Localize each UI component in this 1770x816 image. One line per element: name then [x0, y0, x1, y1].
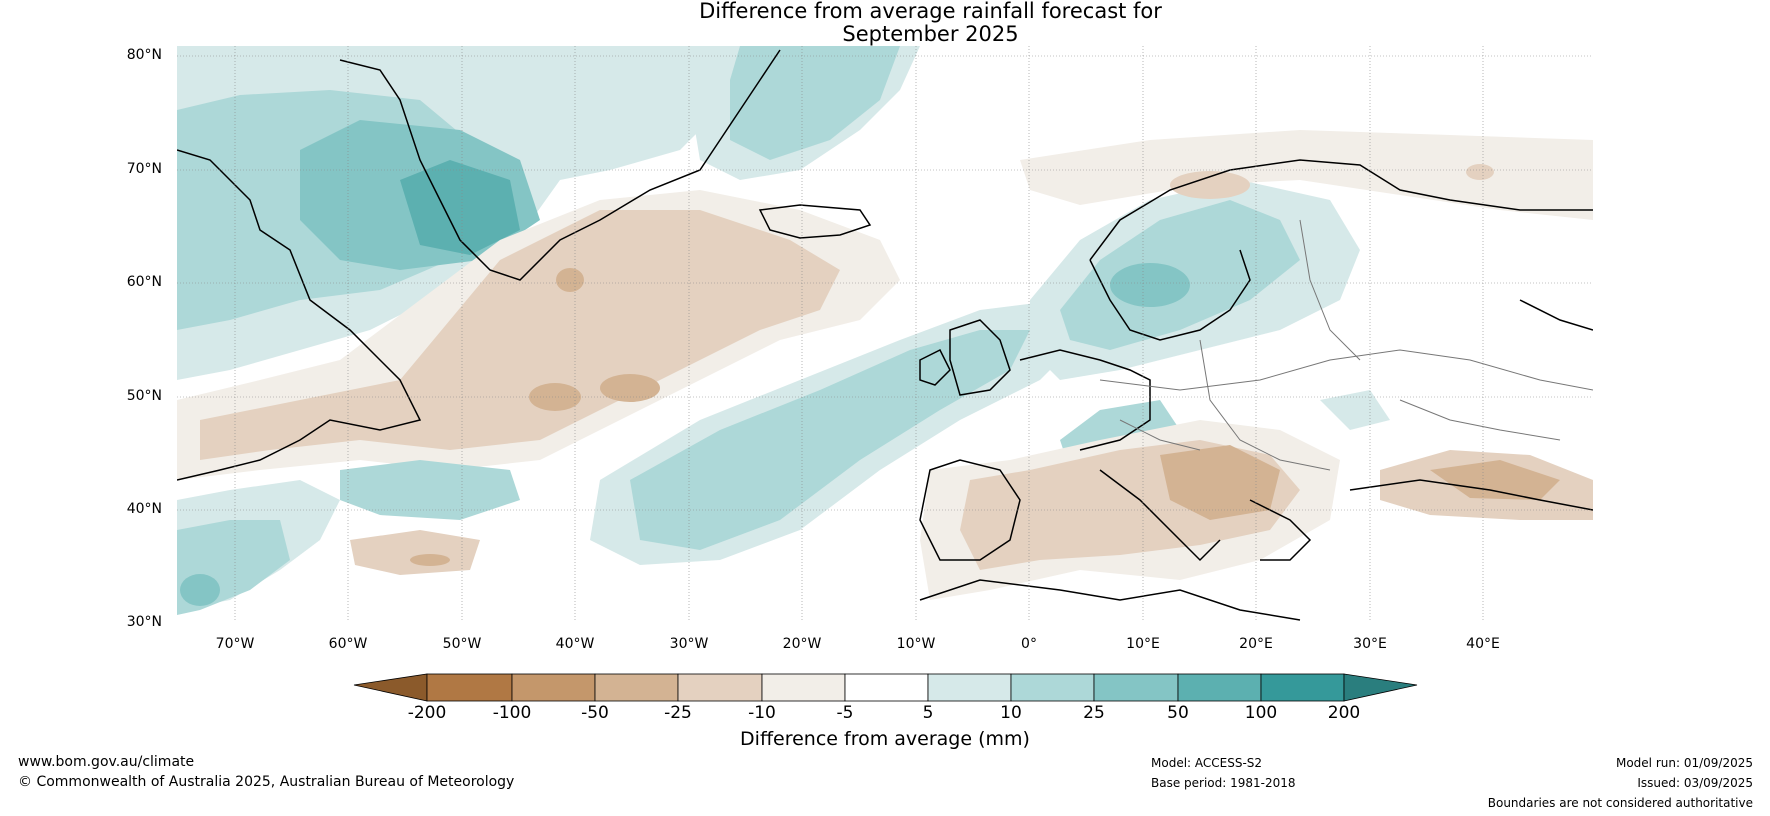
colorbar-label: 200	[1327, 703, 1361, 723]
colorbar-label: -5	[836, 703, 854, 723]
lon-label: 30°W	[669, 636, 709, 652]
lon-label: 30°E	[1353, 636, 1387, 652]
colorbar-segment	[1260, 673, 1345, 702]
wet-band-atlantic	[590, 300, 1080, 565]
colorbar-segment	[511, 673, 596, 702]
dry-region-atlantic	[177, 190, 900, 480]
map-title-line2: September 2025	[842, 22, 1019, 46]
lat-label: 70°N	[126, 161, 162, 177]
base-period-text: Base period: 1981-2018	[1151, 776, 1296, 790]
colorbar-label: 100	[1244, 703, 1278, 723]
colorbar-segment	[844, 673, 929, 702]
lon-label: 20°E	[1239, 636, 1273, 652]
coastlines	[177, 49, 1593, 621]
colorbar-segment	[1010, 673, 1095, 702]
colorbar-segment	[761, 673, 846, 702]
website-link[interactable]: www.bom.gov.au/climate	[18, 754, 195, 770]
colorbar-label: -50	[581, 703, 609, 723]
colorbar-segment	[1093, 673, 1179, 702]
mixed-region-southwest	[177, 460, 520, 615]
colorbar-label: 5	[922, 703, 934, 723]
model-text: Model: ACCESS-S2	[1151, 756, 1263, 770]
colorbar-label: 10	[1000, 703, 1022, 723]
map-title: Difference from average rainfall forecas…	[0, 0, 1770, 46]
lon-label: 70°W	[215, 636, 255, 652]
lon-label: 10°W	[896, 636, 936, 652]
lon-label: 40°E	[1466, 636, 1500, 652]
lon-label: 40°W	[555, 636, 595, 652]
issued-text: Issued: 03/09/2025	[1637, 776, 1753, 790]
colorbar-label: 25	[1083, 703, 1105, 723]
dry-region-mediterranean	[920, 420, 1593, 600]
colorbar-extend-low	[353, 673, 428, 702]
colorbar-segment	[677, 673, 763, 702]
lon-label: 50°W	[442, 636, 482, 652]
gridlines	[177, 46, 1593, 622]
colorbar-label: 50	[1167, 703, 1189, 723]
lat-label: 30°N	[126, 614, 162, 630]
country-borders	[1099, 219, 1593, 471]
lon-label: 60°W	[328, 636, 368, 652]
colorbar-extend-high	[1343, 673, 1418, 702]
colorbar	[353, 673, 1418, 702]
lon-label: 0°	[1021, 636, 1037, 652]
lat-label: 40°N	[126, 501, 162, 517]
wet-region-northwest	[177, 46, 920, 380]
map-title-line1: Difference from average rainfall forecas…	[699, 0, 1162, 23]
lat-label: 80°N	[126, 47, 162, 63]
model-run-text: Model run: 01/09/2025	[1615, 756, 1753, 770]
colorbar-segment	[426, 673, 513, 702]
lon-label: 10°E	[1126, 636, 1160, 652]
lat-label: 60°N	[126, 274, 162, 290]
colorbar-label: -10	[748, 703, 776, 723]
colorbar-segment	[594, 673, 679, 702]
colorbar-label: -100	[492, 703, 532, 723]
colorbar-title: Difference from average (mm)	[740, 728, 1030, 750]
dry-region-north	[1020, 130, 1593, 220]
colorbar-label: -25	[664, 703, 692, 723]
lon-label: 20°W	[782, 636, 822, 652]
colorbar-segment	[927, 673, 1012, 702]
disclaimer-text: Boundaries are not considered authoritat…	[1487, 796, 1753, 810]
copyright-text: © Commonwealth of Australia 2025, Austra…	[18, 774, 515, 790]
colorbar-label: -200	[407, 703, 447, 723]
lat-label: 50°N	[126, 388, 162, 404]
map-area	[177, 46, 1593, 622]
colorbar-segment	[1177, 673, 1262, 702]
